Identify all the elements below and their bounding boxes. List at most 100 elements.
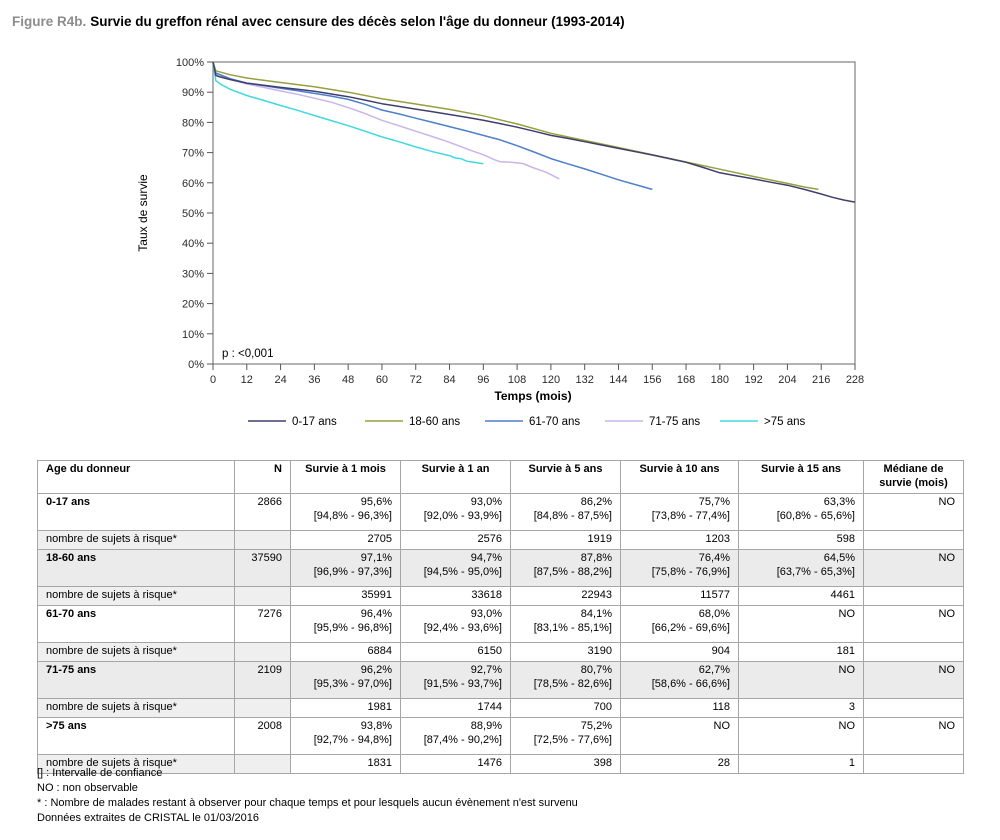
column-header: Survie à 1 an — [400, 460, 511, 494]
n-value: 2109 — [234, 660, 291, 699]
x-tick-label: 192 — [744, 374, 762, 386]
survival-value: NO — [738, 716, 864, 755]
survival-value: 93,0% [92,4% - 93,6%] — [400, 604, 511, 643]
x-tick-label: 60 — [376, 374, 388, 386]
risk-value: 3 — [738, 697, 864, 718]
column-header: Age du donneur — [37, 460, 235, 494]
age-label: 18-60 ans — [37, 548, 235, 587]
x-tick-label: 96 — [477, 374, 489, 386]
y-tick-label: 30% — [182, 268, 204, 280]
survival-value: NO — [738, 604, 864, 643]
y-tick-label: 50% — [182, 208, 204, 220]
plot-frame — [212, 61, 856, 365]
age-group-row: 71-75 ans 2109 96,2% [95,3% - 97,0%] 92,7% [9… — [37, 660, 964, 699]
chart-legend: 0-17 ans 18-60 ans 61-70 ans 71-75 ans >75 a… — [248, 416, 805, 428]
legend-label: >75 ans — [764, 416, 805, 428]
survival-value: 97,1% [96,9% - 97,3%] — [290, 548, 401, 587]
age-group-row: 0-17 ans 2866 95,6% [94,8% - 96,3%] 93,0% [92… — [37, 492, 964, 531]
median-value: NO — [863, 492, 964, 531]
age-label: >75 ans — [37, 716, 235, 755]
x-tick-label: 216 — [812, 374, 830, 386]
risk-label: nombre de sujets à risque* — [37, 585, 235, 606]
survival-value: 62,7% [58,6% - 66,6%] — [620, 660, 739, 699]
x-tick-label: 24 — [274, 374, 286, 386]
n-value: 2008 — [234, 716, 291, 755]
risk-value: 3190 — [510, 641, 621, 662]
survival-value: 68,0% [66,2% - 69,6%] — [620, 604, 739, 643]
x-tick-label: 228 — [846, 374, 864, 386]
survival-value: 64,5% [63,7% - 65,3%] — [738, 548, 864, 587]
n-value: 7276 — [234, 604, 291, 643]
risk-value: 398 — [510, 753, 621, 774]
y-tick-label: 10% — [182, 329, 204, 341]
p-value-annotation: p : <0,001 — [222, 348, 273, 360]
risk-value: 35991 — [290, 585, 401, 606]
legend-label: 71-75 ans — [649, 416, 700, 428]
column-header: N — [234, 460, 291, 494]
x-tick-label: 204 — [778, 374, 796, 386]
y-tick-label: 90% — [182, 87, 204, 99]
survival-value: 95,6% [94,8% - 96,3%] — [290, 492, 401, 531]
table-header-row: Age du donneur N Survie à 1 mois Survie à 1… — [37, 460, 964, 494]
figure-title: Figure R4b. Survie du greffon rénal avec … — [12, 14, 625, 29]
survival-value: 86,2% [84,8% - 87,5%] — [510, 492, 621, 531]
x-tick-label: 12 — [241, 374, 253, 386]
column-header: Survie à 5 ans — [510, 460, 621, 494]
x-tick-label: 180 — [711, 374, 729, 386]
risk-value: 181 — [738, 641, 864, 662]
x-tick-label: 0 — [210, 374, 216, 386]
footnotes: [] : Intervalle de confiance NO : non obs… — [37, 766, 578, 826]
y-tick-label: 20% — [182, 299, 204, 311]
risk-value: 1203 — [620, 529, 739, 550]
survival-value: 87,8% [87,5% - 88,2%] — [510, 548, 621, 587]
survival-value: 93,8% [92,7% - 94,8%] — [290, 716, 401, 755]
curve-0-17-ans — [212, 61, 856, 203]
column-header: Survie à 1 mois — [290, 460, 401, 494]
survival-chart: 100% 90% 80% 70% 60% 50% 40% 30% 20% 10% 0% 0 12 24 3… — [136, 57, 864, 428]
risk-n-empty — [234, 697, 291, 718]
risk-value: 1831 — [290, 753, 401, 774]
footnote-line: NO : non observable — [37, 782, 138, 794]
footnote-line: * : Nombre de malades restant à observer… — [37, 797, 578, 809]
survival-value: 94,7% [94,5% - 95,0%] — [400, 548, 511, 587]
survival-value: 75,2% [72,5% - 77,6%] — [510, 716, 621, 755]
risk-value: 1919 — [510, 529, 621, 550]
x-tick-label: 108 — [508, 374, 526, 386]
age-group-row: 18-60 ans 37590 97,1% [96,9% - 97,3%] 94,7%[… — [37, 548, 964, 587]
risk-label: nombre de sujets à risque* — [37, 641, 235, 662]
risk-value: 11577 — [620, 585, 739, 606]
y-tick-label: 0% — [188, 359, 204, 371]
risk-n-empty — [234, 585, 291, 606]
x-tick-label: 132 — [576, 374, 594, 386]
survival-value: 80,7% [78,5% - 82,6%] — [510, 660, 621, 699]
y-tick-label: 70% — [182, 148, 204, 160]
risk-median-empty — [863, 585, 964, 606]
risk-label: nombre de sujets à risque* — [37, 529, 235, 550]
x-axis-ticks: 0 12 24 36 48 60 72 84 96 108 120 132 144 156 168 180 19… — [210, 364, 864, 386]
risk-value: 28 — [620, 753, 739, 774]
curve-18-60-ans — [212, 61, 819, 191]
survival-value: 92,7% [91,5% - 93,7%] — [400, 660, 511, 699]
risk-n-empty — [234, 753, 291, 774]
subjects-at-risk-row: nombre de sujets à risque* 2705 2576 1919 12… — [37, 529, 964, 550]
survival-value: NO — [738, 660, 864, 699]
risk-value: 4461 — [738, 585, 864, 606]
legend-label: 0-17 ans — [292, 416, 337, 428]
risk-median-empty — [863, 753, 964, 774]
median-value: NO — [863, 548, 964, 587]
survival-value: 96,2% [95,3% - 97,0%] — [290, 660, 401, 699]
legend-label: 18-60 ans — [409, 416, 460, 428]
y-tick-label: 100% — [176, 57, 204, 69]
median-value: NO — [863, 660, 964, 699]
risk-median-empty — [863, 641, 964, 662]
risk-n-empty — [234, 529, 291, 550]
risk-median-empty — [863, 697, 964, 718]
x-tick-label: 36 — [308, 374, 320, 386]
risk-value: 118 — [620, 697, 739, 718]
risk-median-empty — [863, 529, 964, 550]
survival-value: 84,1% [83,1% - 85,1%] — [510, 604, 621, 643]
figure-label: Figure R4b. — [12, 14, 87, 29]
column-header: Survie à 15 ans — [738, 460, 864, 494]
subjects-at-risk-row: nombre de sujets à risque* 35991 33618 2294… — [37, 585, 964, 606]
y-tick-label: 60% — [182, 178, 204, 190]
